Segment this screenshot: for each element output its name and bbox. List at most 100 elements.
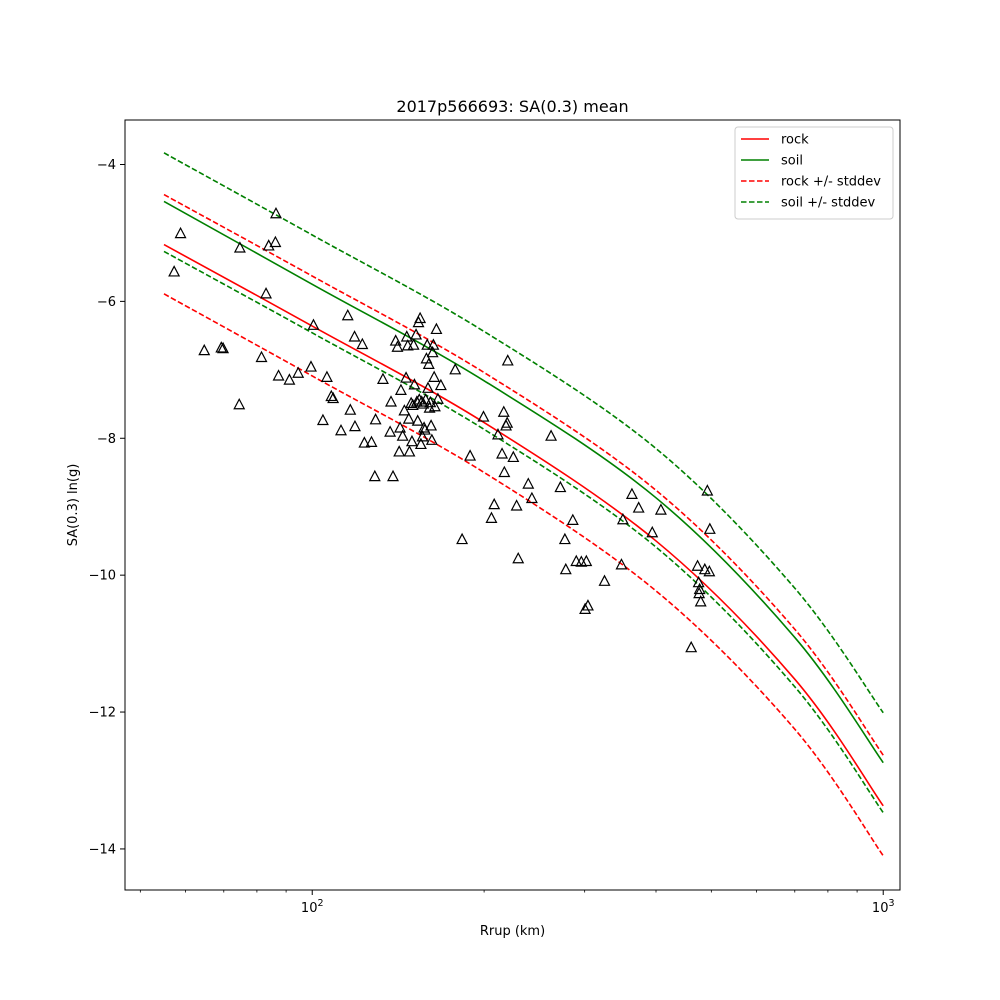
observation-point-64 <box>419 393 432 405</box>
observation-point-57 <box>414 311 427 324</box>
observation-point-118 <box>693 586 706 599</box>
legend-label-2: rock +/- stddev <box>781 175 881 190</box>
observation-point-122 <box>701 484 714 496</box>
observation-point-20 <box>327 391 340 404</box>
observation-point-116 <box>691 559 704 571</box>
observation-point-54 <box>411 414 424 426</box>
observation-point-13 <box>283 373 296 385</box>
y-tick-label-4: −6 <box>97 295 116 310</box>
legend-box <box>734 126 894 220</box>
observation-point-66 <box>421 338 434 350</box>
y-tick-label-0: −14 <box>89 842 116 857</box>
observation-point-1 <box>174 226 187 239</box>
observation-point-31 <box>376 372 389 384</box>
observation-point-105 <box>579 602 592 614</box>
observation-point-112 <box>632 501 645 513</box>
observation-point-23 <box>344 403 357 415</box>
observation-point-74 <box>427 338 440 350</box>
observation-point-119 <box>693 582 706 595</box>
observation-point-41 <box>398 404 411 416</box>
observation-point-107 <box>581 599 594 611</box>
observation-point-92 <box>501 354 514 366</box>
observation-point-110 <box>616 512 629 525</box>
observation-point-10 <box>269 235 282 248</box>
observation-point-114 <box>654 503 667 515</box>
observation-point-87 <box>496 447 509 459</box>
series-layer <box>163 152 884 857</box>
observation-point-29 <box>368 469 381 482</box>
observation-point-99 <box>554 480 567 493</box>
series-line-rock-stddev-2 <box>163 193 884 756</box>
observation-point-28 <box>365 435 378 447</box>
observation-point-93 <box>507 450 520 463</box>
y-tick-label-1: −12 <box>89 706 116 721</box>
observation-point-37 <box>393 445 406 457</box>
series-line-soil-stddev-4 <box>163 152 884 714</box>
plot-frame <box>124 119 901 891</box>
observation-point-30 <box>369 413 382 425</box>
observation-point-3 <box>215 341 228 353</box>
observation-point-34 <box>387 469 399 482</box>
observation-point-77 <box>430 322 443 335</box>
y-tick-label-2: −10 <box>89 569 116 584</box>
x-tick-label-1: 103 <box>872 898 895 916</box>
observation-point-11 <box>269 206 282 219</box>
observation-point-94 <box>510 499 523 511</box>
series-line-rock-0 <box>163 243 884 807</box>
observation-point-73 <box>426 345 439 358</box>
observation-point-52 <box>410 328 423 340</box>
y-axis: −14 −12 −10 −8 −6 −4 <box>89 158 125 857</box>
observation-point-8 <box>260 287 273 299</box>
observation-point-43 <box>400 330 413 342</box>
observation-point-2 <box>198 343 211 356</box>
observation-point-0 <box>168 265 181 277</box>
chart-title: 2017p566693: SA(0.3) mean <box>396 97 628 116</box>
observation-point-97 <box>525 491 538 504</box>
observation-point-101 <box>559 562 572 575</box>
plot-area <box>124 119 901 891</box>
observation-point-123 <box>703 564 716 577</box>
series-line-soil-stddev-5 <box>163 250 884 814</box>
observation-point-96 <box>522 477 535 489</box>
observation-point-14 <box>292 366 305 378</box>
series-line-soil-1 <box>163 200 884 764</box>
observation-point-27 <box>358 436 371 448</box>
observation-point-21 <box>335 423 347 436</box>
observation-point-109 <box>615 558 628 570</box>
observation-point-48 <box>405 434 418 447</box>
legend-label-3: soil +/- stddev <box>781 196 876 211</box>
observation-point-124 <box>703 522 716 534</box>
x-tick-label-0: 102 <box>301 898 324 916</box>
observation-point-91 <box>501 416 514 428</box>
observation-point-86 <box>491 428 504 440</box>
observation-point-32 <box>384 425 397 437</box>
observation-point-106 <box>580 554 593 567</box>
observation-point-89 <box>498 465 511 478</box>
observation-point-80 <box>449 363 462 375</box>
observation-point-63 <box>418 423 431 435</box>
observation-point-45 <box>402 412 415 424</box>
observation-point-88 <box>497 405 510 417</box>
observation-point-46 <box>403 445 416 457</box>
observation-point-7 <box>255 350 268 363</box>
observation-point-39 <box>394 383 407 395</box>
observation-point-75 <box>428 370 441 382</box>
observations-layer <box>168 206 716 653</box>
observation-point-108 <box>598 574 611 586</box>
observation-point-70 <box>424 395 437 408</box>
observation-point-40 <box>396 429 409 441</box>
observation-point-51 <box>408 378 421 390</box>
observation-point-95 <box>512 551 525 564</box>
observation-point-42 <box>400 371 413 383</box>
observation-point-16 <box>307 318 320 330</box>
observation-point-12 <box>272 369 285 381</box>
legend-label-1: soil <box>781 154 803 169</box>
observation-point-115 <box>685 640 698 653</box>
observation-point-84 <box>485 511 498 523</box>
observation-point-6 <box>233 241 246 253</box>
observation-point-102 <box>566 513 579 526</box>
observation-point-36 <box>391 340 404 352</box>
y-axis-label: SA(0.3) ln(g) <box>66 464 81 547</box>
legend: rock soil rock +/- stddev soil +/- stddev <box>734 126 894 220</box>
